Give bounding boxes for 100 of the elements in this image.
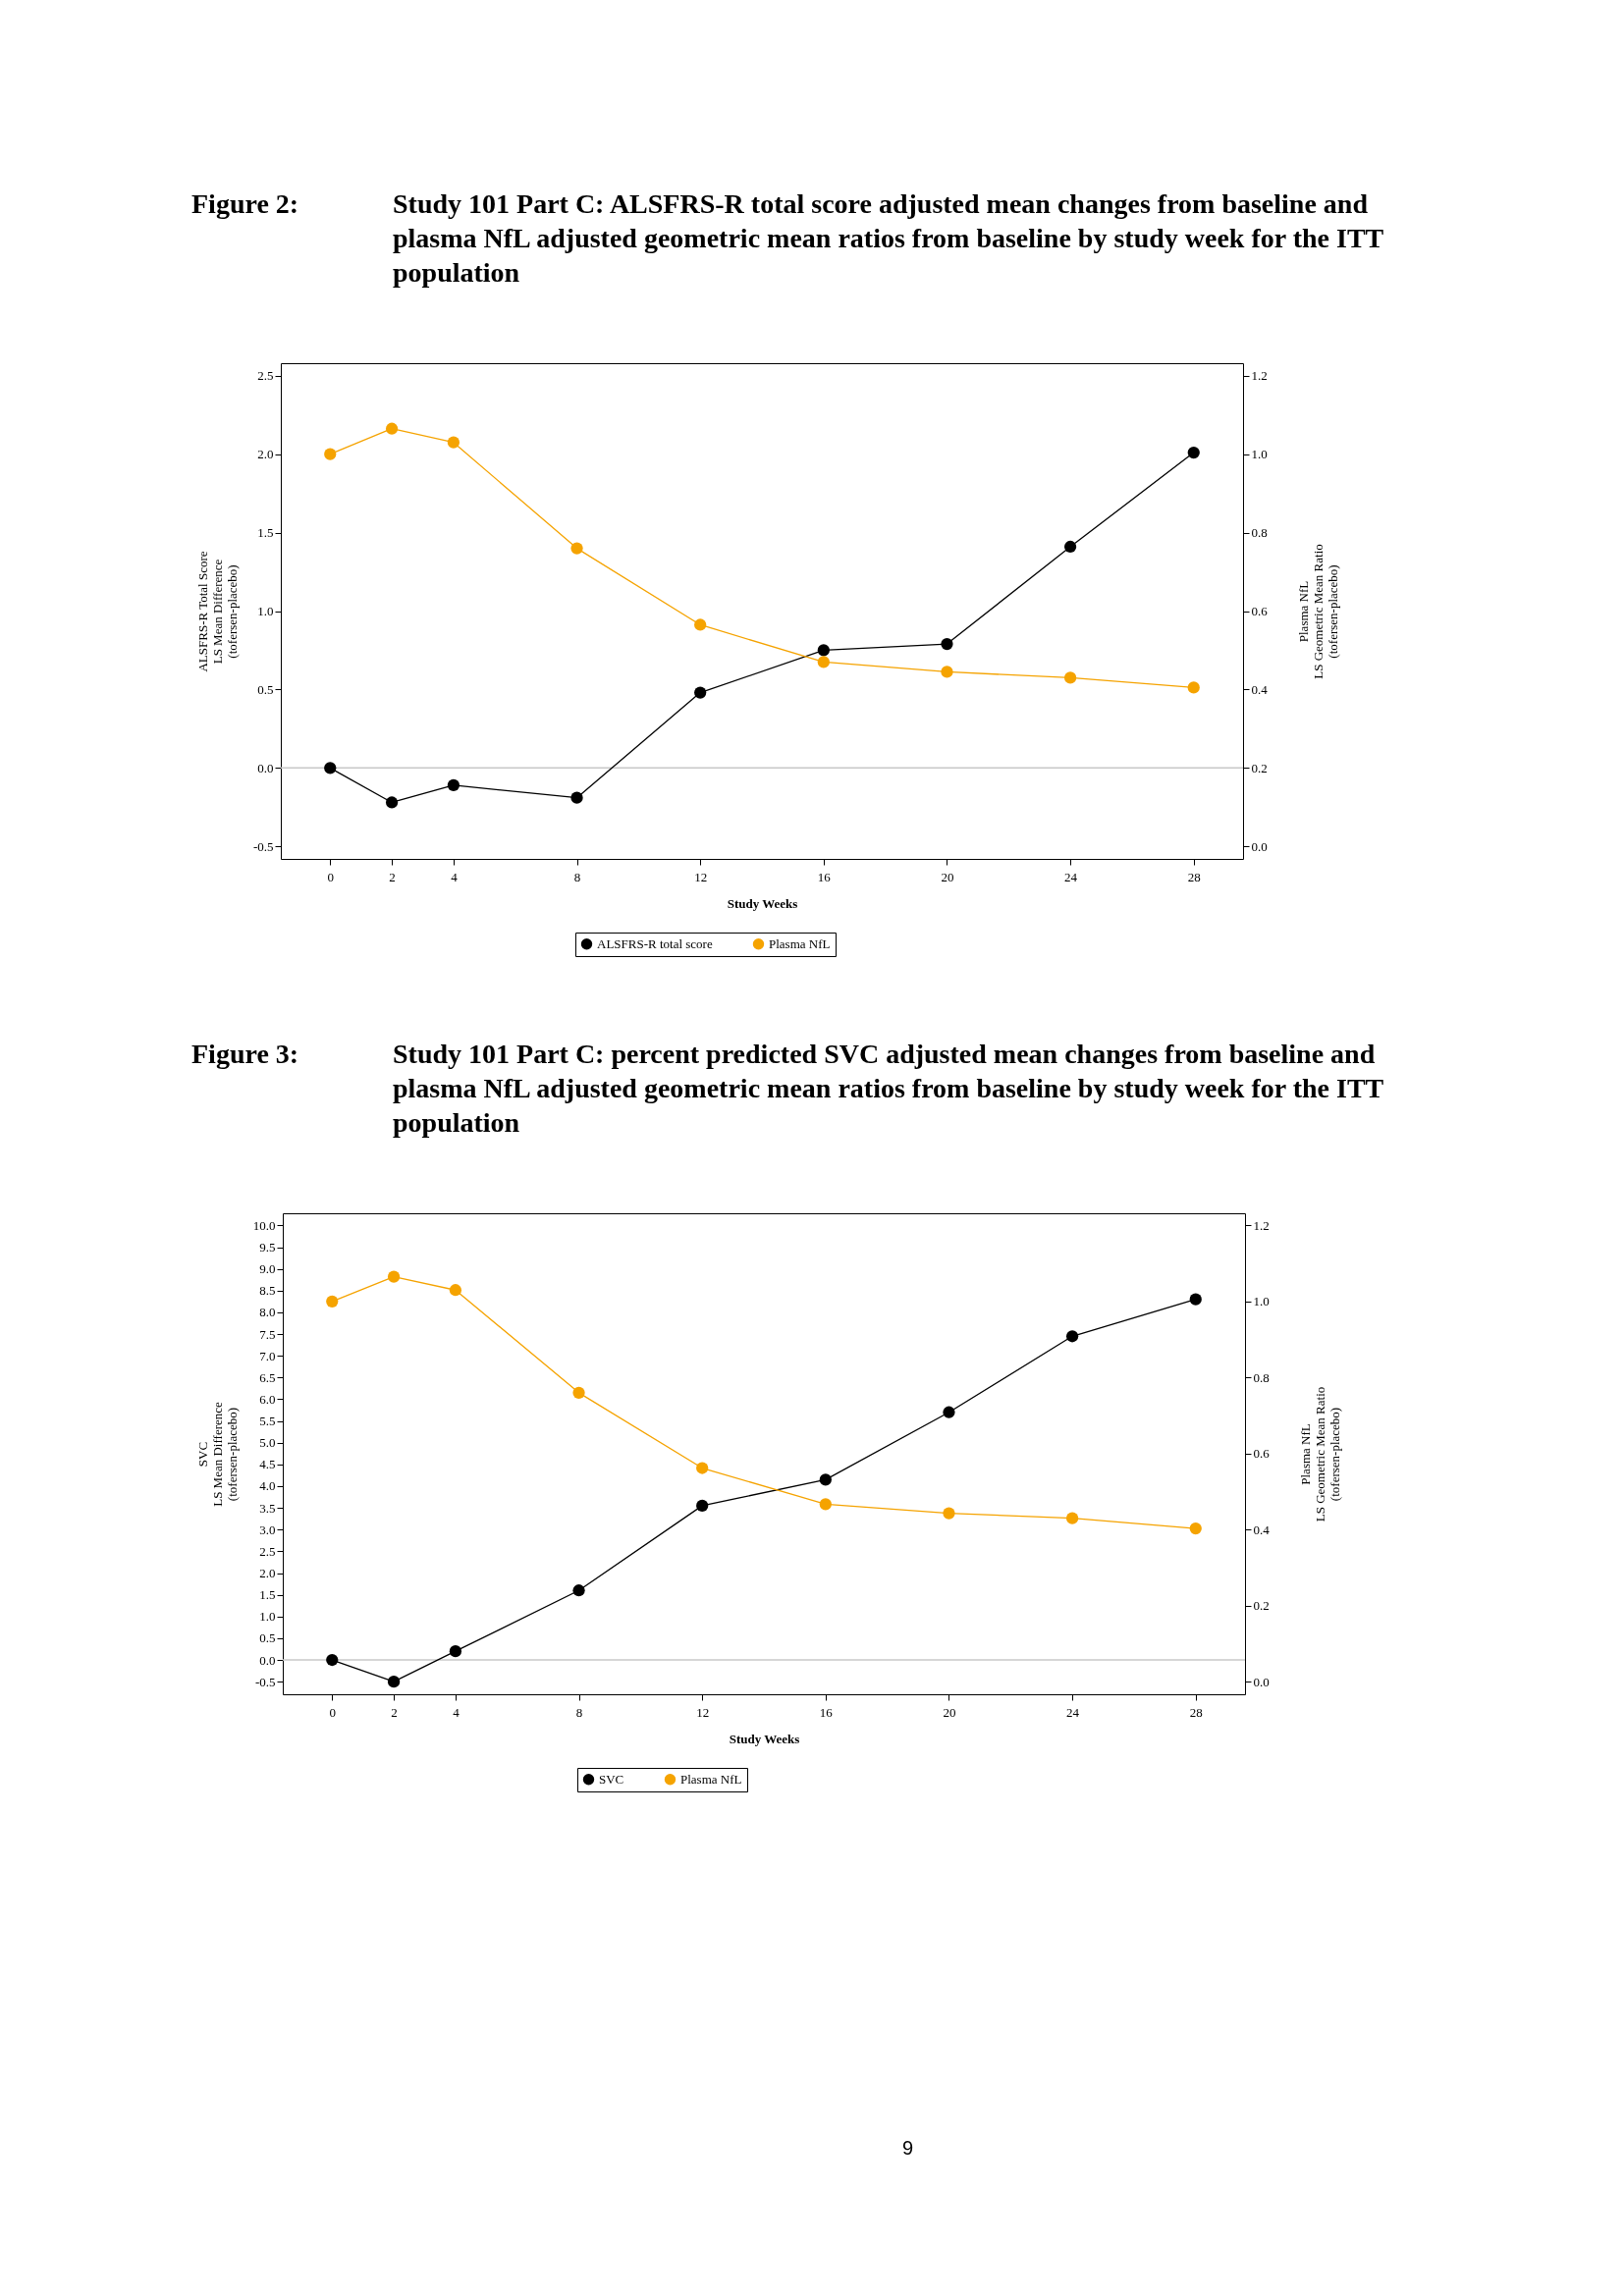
y-tick-label: 3.0	[259, 1522, 276, 1537]
point	[387, 1676, 401, 1688]
legend-label: ALSFRS-R total score	[597, 935, 713, 951]
y2-tick-label: 0.0	[1253, 1674, 1270, 1689]
point	[1187, 681, 1200, 694]
y-tick-label: 8.5	[259, 1283, 276, 1299]
y2-tick-label: 0.6	[1251, 604, 1269, 618]
x-tick-label: 24	[1064, 869, 1078, 884]
y-tick-label: 0.5	[259, 1630, 276, 1646]
y2-tick-label: 0.8	[1251, 525, 1268, 541]
x-tick-label: 16	[817, 869, 832, 884]
y-tick-label: 5.5	[259, 1414, 276, 1429]
y2-tick-label: 1.0	[1251, 447, 1268, 462]
y-tick-label: 5.0	[259, 1435, 276, 1451]
point	[570, 791, 583, 804]
x-axis-title: Study Weeks	[729, 1731, 800, 1746]
point	[570, 542, 583, 555]
y-tick-label: 2.0	[259, 1566, 276, 1580]
point	[694, 618, 707, 631]
point	[447, 778, 460, 791]
point	[696, 1462, 709, 1474]
y-tick-label: 1.0	[259, 1609, 276, 1625]
point	[941, 666, 953, 678]
point	[1063, 540, 1077, 554]
y-tick-label: 3.5	[259, 1500, 276, 1516]
y2-tick-label: 0.0	[1251, 838, 1268, 854]
point	[817, 656, 830, 668]
point	[943, 1406, 955, 1418]
y-tick-label: 2.5	[257, 368, 274, 384]
legend-label: Plasma NfL	[769, 935, 831, 951]
y2-tick-label: 0.2	[1253, 1598, 1270, 1614]
point	[326, 1295, 339, 1308]
point	[324, 762, 337, 774]
chart-subtitle: Study 101 Part C: ALSFRS-R total score adjusted mean changes from baseline and plasma NfL adjusted geometric mean ratios from baseline by study week for the ITT population	[393, 187, 1384, 290]
point	[387, 1270, 401, 1283]
point	[326, 1653, 339, 1667]
y2-tick-label: 1.2	[1253, 1217, 1270, 1233]
y-tick-label: 9.0	[259, 1261, 276, 1277]
y-tick-label: -0.5	[254, 1674, 276, 1689]
point	[1187, 446, 1200, 459]
x-axis-title: Study Weeks	[727, 895, 798, 911]
x-tick-label: 0	[327, 869, 335, 884]
y-tick-label: 0.0	[257, 760, 274, 775]
point	[1065, 1512, 1079, 1524]
point	[572, 1584, 585, 1597]
y2-tick-label: 1.2	[1251, 368, 1268, 384]
point	[694, 686, 707, 699]
point	[819, 1498, 832, 1511]
y-tick-label: 7.5	[259, 1326, 276, 1342]
chart-title: Figure 2:	[191, 187, 300, 221]
y-tick-label: 1.5	[257, 525, 274, 541]
x-tick-label: 4	[451, 869, 459, 884]
y-tick-label: 6.0	[259, 1391, 276, 1407]
y-tick-label: 4.0	[259, 1478, 276, 1494]
x-tick-label: 0	[329, 1704, 337, 1720]
legend-label: SVC	[599, 1771, 624, 1787]
y-tick-label: 7.0	[259, 1348, 276, 1363]
chart-subtitle: Study 101 Part C: percent predicted SVC adjusted mean changes from baseline and plasma NfL adjusted geometric mean ratios from baseline by study week for the ITT population	[393, 1038, 1384, 1140]
y2-tick-label: 1.0	[1253, 1294, 1270, 1309]
y-tick-label: 1.5	[259, 1587, 276, 1603]
point	[1189, 1522, 1202, 1535]
y2-tick-label: 0.8	[1253, 1369, 1270, 1385]
point	[817, 644, 830, 657]
x-tick-label: 2	[391, 1704, 398, 1720]
x-tick-label: 8	[575, 1704, 583, 1720]
y2-tick-label: 0.4	[1253, 1522, 1271, 1537]
y-tick-label: 2.0	[257, 447, 274, 462]
point	[1189, 1293, 1202, 1306]
x-tick-label: 20	[941, 869, 954, 884]
point	[385, 796, 399, 809]
y-tick-label: -0.5	[252, 838, 274, 854]
x-tick-label: 12	[694, 869, 708, 884]
x-tick-label: 16	[819, 1704, 834, 1720]
point	[449, 1284, 462, 1297]
x-tick-label: 28	[1187, 869, 1201, 884]
x-tick-label: 20	[943, 1704, 956, 1720]
point	[696, 1499, 709, 1513]
y-tick-label: 4.5	[259, 1457, 276, 1472]
point	[324, 448, 337, 460]
y2-tick-label: 0.6	[1253, 1446, 1271, 1462]
y-tick-label: 2.5	[259, 1543, 276, 1559]
y-tick-label: 10.0	[252, 1217, 276, 1233]
point	[1063, 671, 1077, 684]
y-axis-title: SVC LS Mean Difference (tofersen-placebo)	[194, 1401, 240, 1507]
x-tick-label: 2	[389, 869, 396, 884]
point	[572, 1386, 585, 1399]
x-tick-label: 8	[573, 869, 581, 884]
y2-tick-label: 0.2	[1251, 760, 1268, 775]
text: 9	[900, 2137, 915, 2160]
y-tick-label: 6.5	[259, 1369, 276, 1385]
point	[941, 637, 953, 651]
y-tick-label: 0.0	[259, 1652, 276, 1668]
point	[1065, 1330, 1079, 1343]
x-tick-label: 24	[1066, 1704, 1080, 1720]
point	[449, 1645, 462, 1658]
y2-axis-title: Plasma NfL LS Geometric Mean Ratio (tofersen-placebo)	[1297, 1386, 1342, 1522]
x-tick-label: 12	[696, 1704, 710, 1720]
point	[385, 422, 399, 435]
y-tick-label: 1.0	[257, 604, 274, 618]
x-tick-label: 28	[1189, 1704, 1203, 1720]
